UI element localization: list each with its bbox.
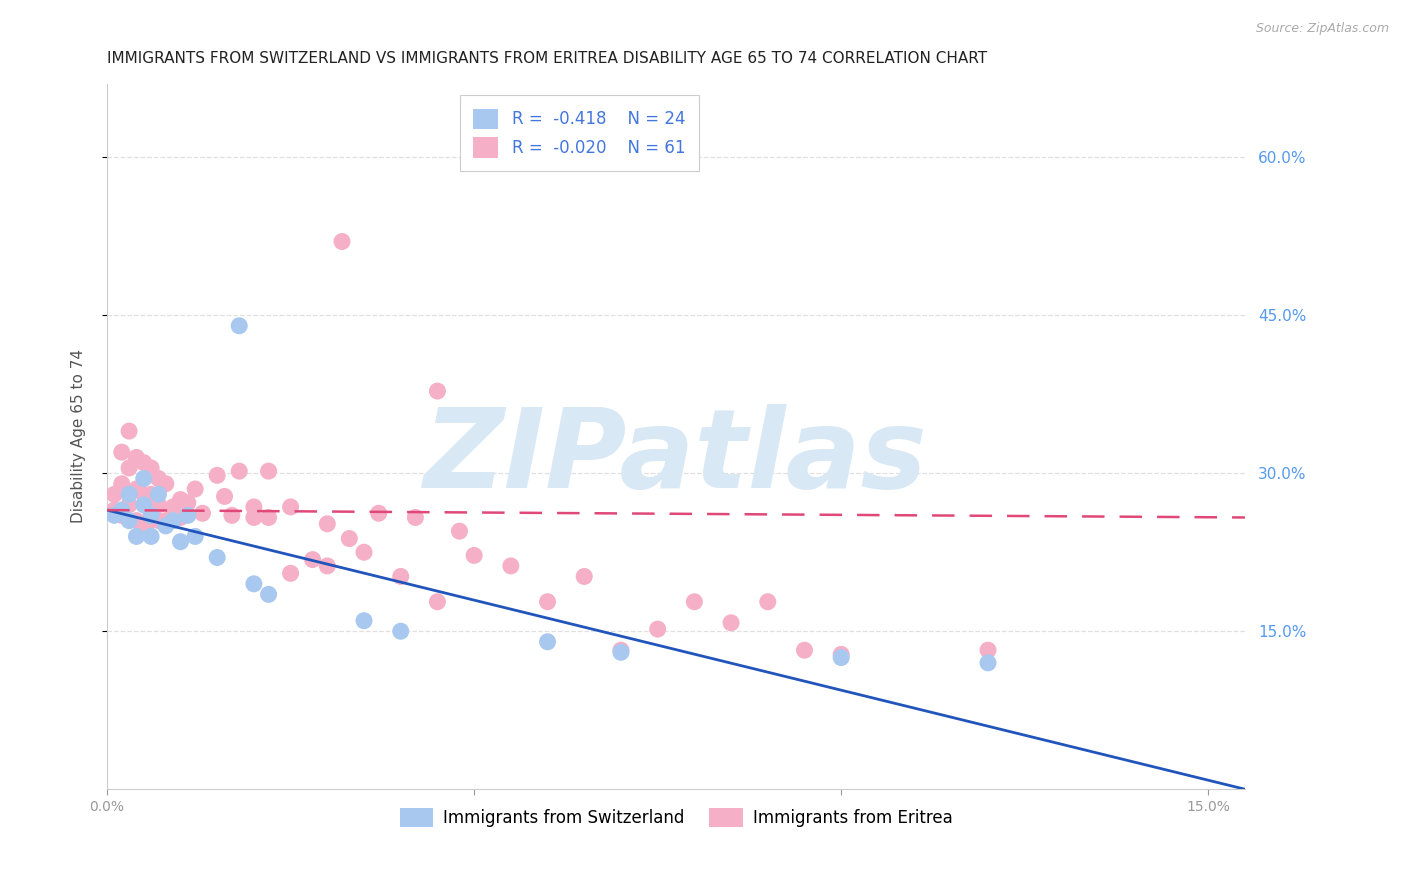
Point — [574, 569, 596, 583]
Point — [463, 549, 485, 563]
Point — [118, 514, 141, 528]
Point — [155, 514, 177, 528]
Point — [243, 510, 266, 524]
Point — [139, 508, 162, 523]
Point — [177, 508, 200, 523]
Text: IMMIGRANTS FROM SWITZERLAND VS IMMIGRANTS FROM ERITREA DISABILITY AGE 65 TO 74 C: IMMIGRANTS FROM SWITZERLAND VS IMMIGRANT… — [107, 51, 987, 66]
Point — [389, 569, 412, 583]
Point — [243, 577, 266, 591]
Point — [301, 552, 323, 566]
Legend: Immigrants from Switzerland, Immigrants from Eritrea: Immigrants from Switzerland, Immigrants … — [392, 801, 959, 834]
Point — [243, 500, 266, 514]
Point — [148, 471, 170, 485]
Point — [830, 648, 852, 662]
Point — [155, 519, 177, 533]
Point — [132, 498, 155, 512]
Point — [169, 534, 191, 549]
Point — [148, 498, 170, 512]
Point — [125, 482, 148, 496]
Point — [125, 529, 148, 543]
Point — [169, 510, 191, 524]
Point — [132, 471, 155, 485]
Point — [449, 524, 471, 538]
Point — [389, 624, 412, 639]
Point — [177, 496, 200, 510]
Point — [353, 545, 375, 559]
Point — [118, 487, 141, 501]
Point — [683, 595, 706, 609]
Point — [404, 510, 426, 524]
Point — [169, 492, 191, 507]
Point — [426, 384, 449, 398]
Point — [977, 656, 1000, 670]
Point — [111, 503, 134, 517]
Point — [162, 514, 184, 528]
Point — [111, 445, 134, 459]
Point — [132, 519, 155, 533]
Point — [257, 510, 280, 524]
Point — [228, 318, 250, 333]
Point — [330, 235, 353, 249]
Point — [316, 558, 339, 573]
Point — [214, 490, 236, 504]
Point — [353, 614, 375, 628]
Point — [148, 487, 170, 501]
Point — [367, 506, 389, 520]
Point — [977, 643, 1000, 657]
Y-axis label: Disability Age 65 to 74: Disability Age 65 to 74 — [72, 350, 86, 524]
Point — [118, 461, 141, 475]
Point — [139, 529, 162, 543]
Point — [337, 532, 360, 546]
Point — [184, 529, 207, 543]
Point — [610, 645, 633, 659]
Point — [499, 558, 522, 573]
Point — [257, 464, 280, 478]
Text: ZIPatlas: ZIPatlas — [425, 404, 928, 511]
Point — [720, 615, 742, 630]
Point — [139, 514, 162, 528]
Point — [280, 500, 302, 514]
Point — [125, 514, 148, 528]
Point — [125, 450, 148, 465]
Point — [118, 424, 141, 438]
Point — [205, 468, 228, 483]
Point — [205, 550, 228, 565]
Point — [191, 506, 214, 520]
Point — [139, 461, 162, 475]
Point — [132, 487, 155, 501]
Point — [132, 456, 155, 470]
Point — [536, 595, 558, 609]
Point — [426, 595, 449, 609]
Point — [118, 498, 141, 512]
Point — [139, 487, 162, 501]
Point — [221, 508, 243, 523]
Point — [280, 566, 302, 581]
Point — [228, 464, 250, 478]
Point — [257, 587, 280, 601]
Point — [155, 476, 177, 491]
Point — [111, 508, 134, 523]
Point — [162, 500, 184, 514]
Point — [536, 634, 558, 648]
Point — [148, 514, 170, 528]
Point — [610, 643, 633, 657]
Point — [647, 622, 669, 636]
Text: Source: ZipAtlas.com: Source: ZipAtlas.com — [1256, 22, 1389, 36]
Point — [316, 516, 339, 531]
Point — [184, 482, 207, 496]
Point — [103, 503, 125, 517]
Point — [103, 487, 125, 501]
Point — [756, 595, 779, 609]
Point — [830, 650, 852, 665]
Point — [793, 643, 815, 657]
Point — [103, 508, 125, 523]
Point — [111, 476, 134, 491]
